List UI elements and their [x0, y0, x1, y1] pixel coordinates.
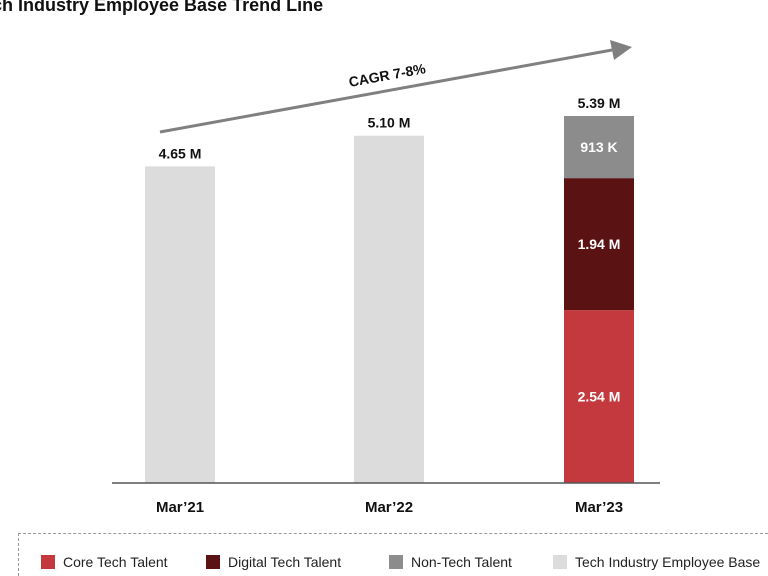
- labels-layer: 4.65 M Mar’21 5.10 M Mar’22 2.54 M 1.94 M 913 …: [156, 95, 623, 516]
- tick-label-0: Mar’21: [156, 499, 204, 516]
- legend-swatch: [553, 555, 567, 569]
- total-label-0: 4.65 M: [159, 145, 202, 161]
- bar-segment-non-tech-talent2: [564, 116, 634, 179]
- legend-label: Digital Tech Talent: [228, 554, 342, 570]
- bar-total-0: [145, 166, 215, 483]
- bars-layer: [112, 116, 660, 484]
- total-label-2: 5.39 M: [578, 95, 621, 111]
- cagr-arrow-head: [610, 40, 632, 60]
- bar-total-1: [354, 135, 424, 483]
- total-label-1: 5.10 M: [368, 115, 411, 131]
- bar-segment-digital-tech-talent2: [564, 178, 634, 311]
- legend-item-non-tech-talent: Non-Tech Talent: [389, 554, 512, 570]
- segment-label-2: 913 K: [580, 139, 617, 155]
- chart-title: ch Industry Employee Base Trend Line: [0, 0, 324, 15]
- segment-label-1: 1.94 M: [578, 236, 621, 252]
- legend-swatch: [206, 555, 220, 569]
- legend-swatch: [41, 555, 55, 569]
- legend-item-digital-tech-talent: Digital Tech Talent: [206, 554, 341, 570]
- cagr-arrow-line: [159, 48, 613, 134]
- segment-label-0: 2.54 M: [578, 389, 621, 405]
- bar-segment-core-tech-talent2: [564, 310, 634, 483]
- legend: Core Tech Talent Digital Tech Talent Non-T…: [18, 533, 768, 576]
- tick-label-2: Mar’23: [575, 499, 623, 516]
- legend-label: Non-Tech Talent: [411, 554, 512, 570]
- legend-swatch: [389, 555, 403, 569]
- tick-label-1: Mar’22: [365, 499, 413, 516]
- legend-label: Core Tech Talent: [63, 554, 168, 570]
- legend-item-tech-industry-employee-base: Tech Industry Employee Base: [553, 554, 760, 570]
- legend-label: Tech Industry Employee Base: [575, 554, 761, 570]
- legend-item-core-tech-talent: Core Tech Talent: [41, 554, 168, 570]
